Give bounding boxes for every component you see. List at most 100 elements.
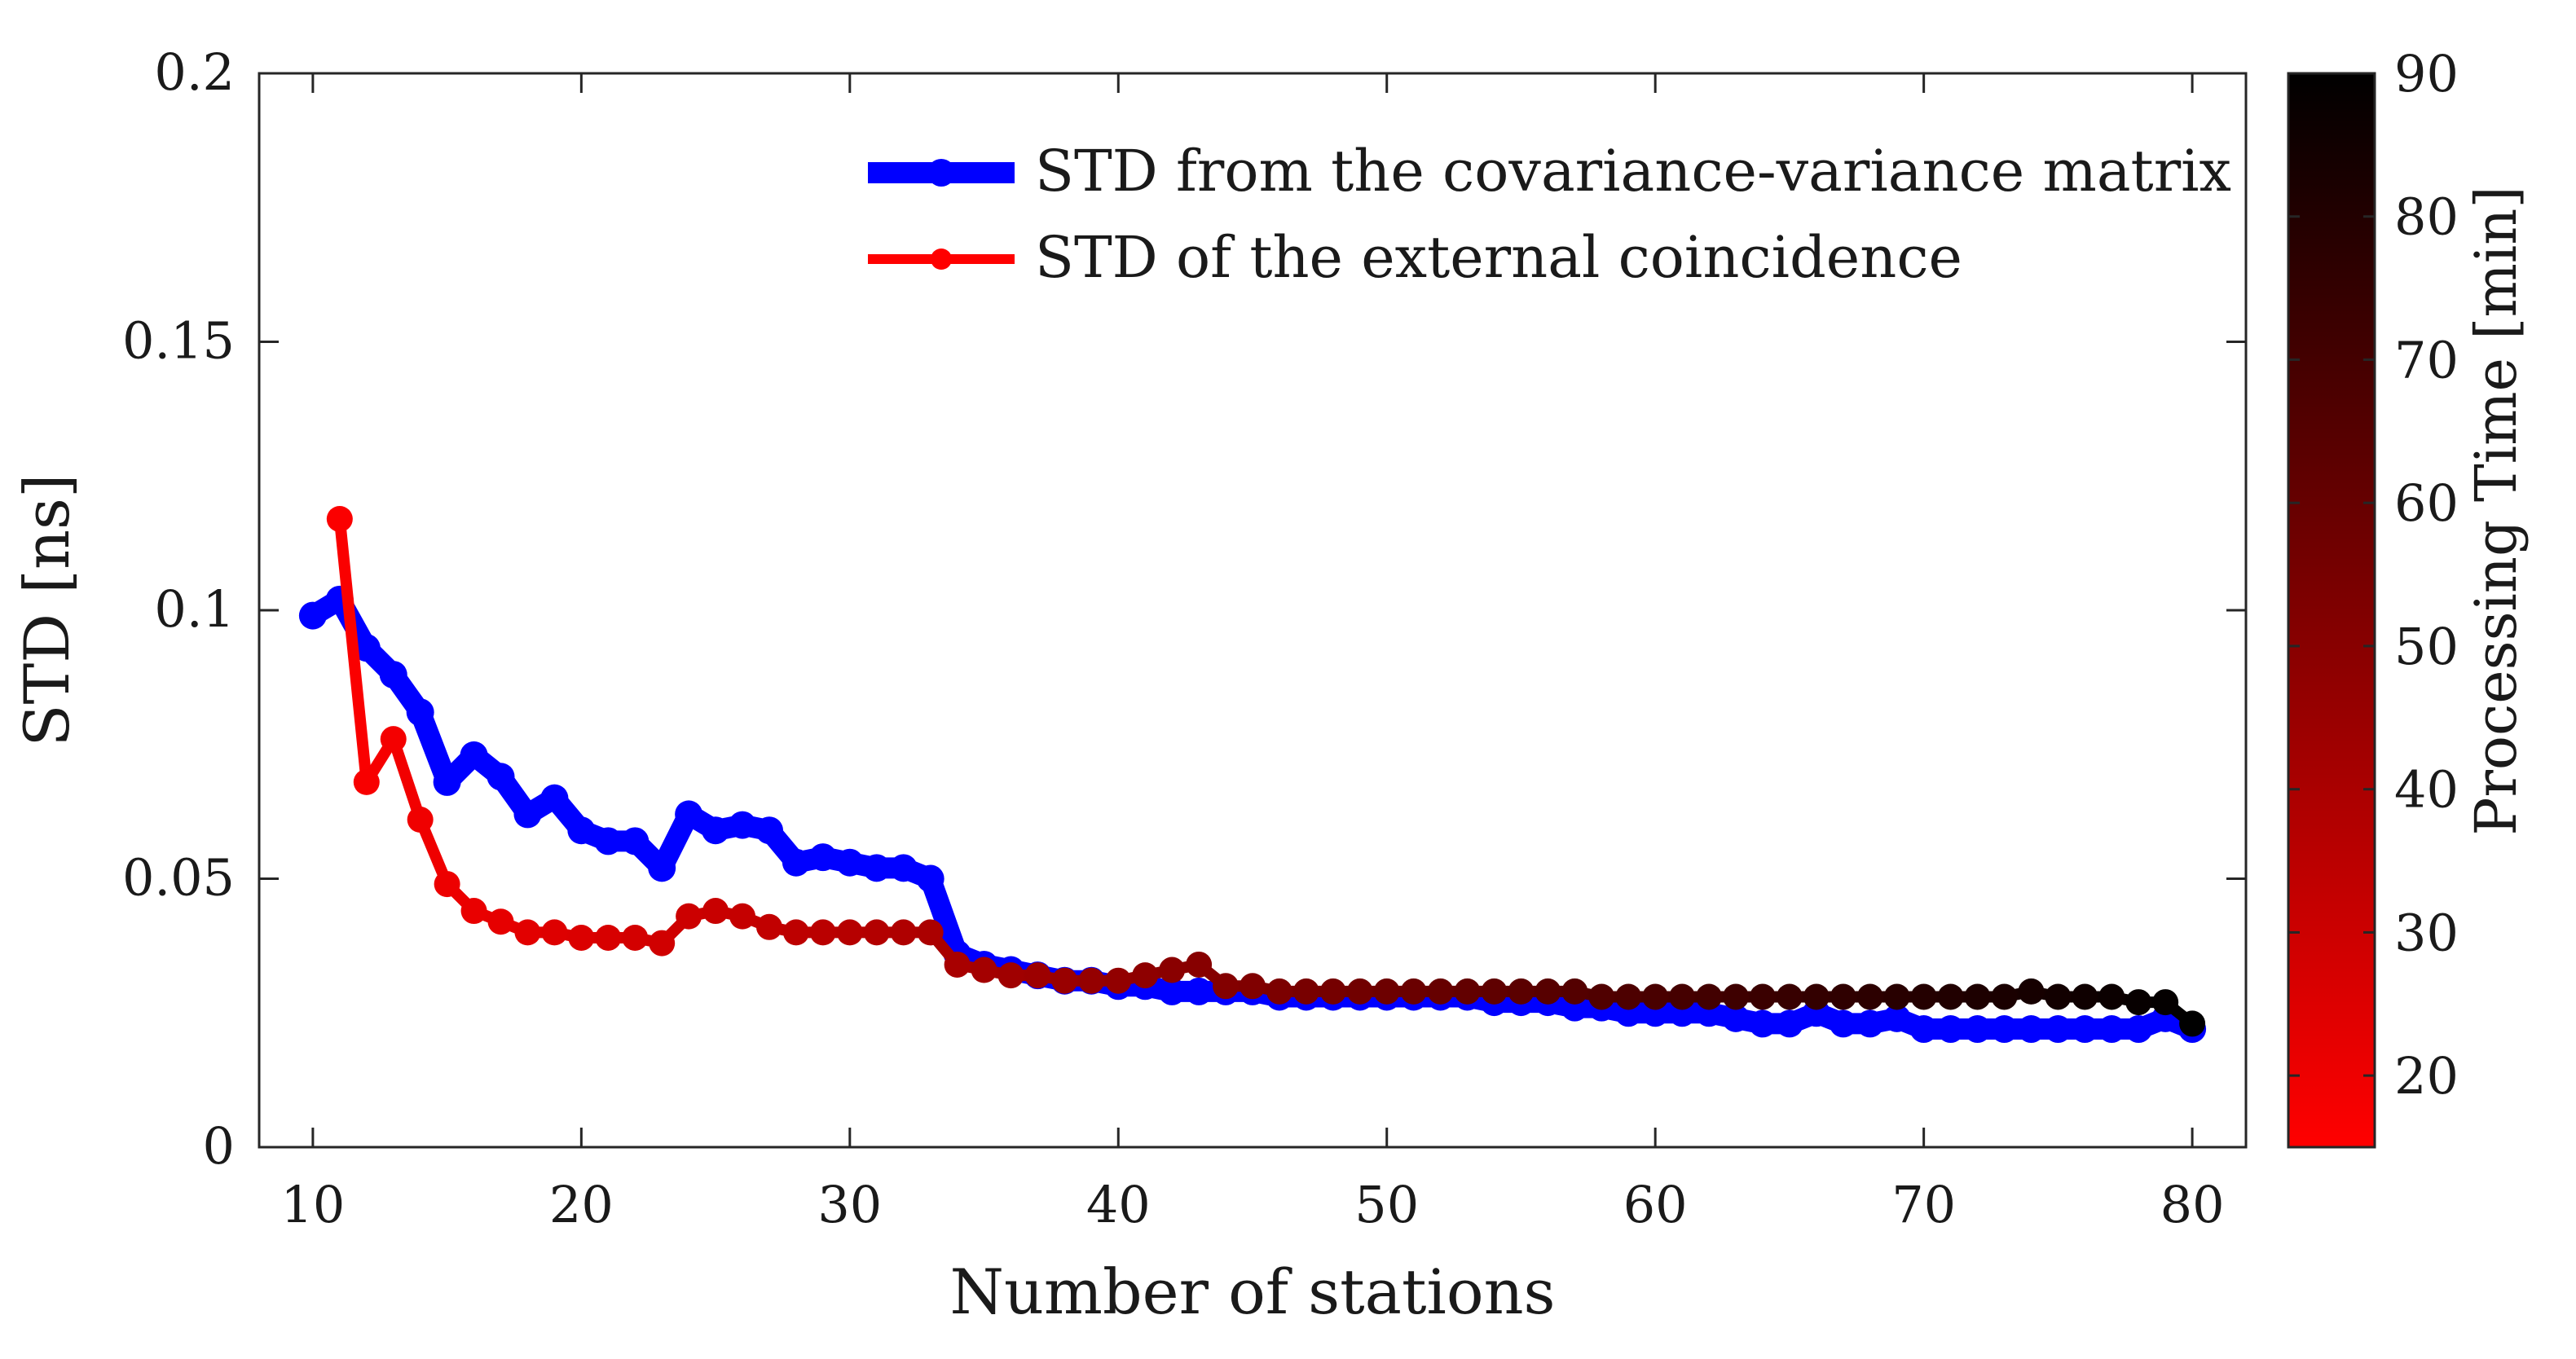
y-tick-label: 0.2 — [154, 42, 235, 102]
series-covariance-point — [433, 767, 461, 796]
x-tick-label: 40 — [1086, 1175, 1151, 1234]
series-external-point — [1213, 973, 1240, 1000]
series-covariance-point — [1856, 1009, 1884, 1038]
series-external — [326, 505, 2206, 1037]
series-external-point — [1400, 978, 1427, 1005]
series-covariance-point — [889, 854, 918, 882]
series-covariance-point — [567, 816, 596, 845]
series-external-point — [649, 930, 676, 957]
series-covariance-point — [648, 854, 676, 882]
series-external-point — [326, 505, 353, 532]
series-external-point — [514, 919, 541, 946]
y-tick-label: 0.05 — [122, 848, 235, 908]
x-tick-label: 80 — [2160, 1175, 2225, 1234]
legend-marker-covariance — [927, 159, 955, 187]
series-external-point — [1454, 978, 1481, 1005]
series-external-point — [1266, 978, 1292, 1005]
plot-background — [259, 73, 2246, 1147]
series-external-point — [917, 919, 944, 946]
series-external-point — [1292, 978, 1319, 1005]
series-external-point — [2072, 983, 2098, 1010]
series-covariance-point — [2044, 1015, 2072, 1044]
series-external-point — [1051, 967, 1078, 994]
series-external-point — [1078, 967, 1105, 994]
series-covariance-point — [2125, 1015, 2153, 1044]
series-external-point — [1749, 983, 1776, 1010]
series-covariance-point — [862, 854, 891, 882]
series-external-point — [1856, 983, 1883, 1010]
colorbar-label: Processing Time [min] — [2463, 186, 2530, 835]
series-external-point — [541, 919, 568, 946]
series-external-point — [353, 768, 380, 795]
series-external-point — [755, 913, 782, 940]
series-covariance-point — [298, 601, 327, 630]
series-external-point — [997, 962, 1024, 989]
series-external-point — [1373, 978, 1400, 1005]
series-external-point — [836, 919, 863, 946]
series-external-point — [890, 919, 917, 946]
series-external-point — [676, 903, 702, 930]
series-external-segment — [333, 512, 372, 788]
series-external-point — [729, 903, 756, 930]
series-covariance-point — [916, 864, 945, 893]
y-tick-label: 0.15 — [122, 311, 235, 371]
colorbar-tick-label: 50 — [2394, 617, 2459, 676]
x-tick-label: 60 — [1623, 1175, 1688, 1234]
colorbar-tick-label: 70 — [2394, 330, 2459, 389]
series-external-point — [1346, 978, 1373, 1005]
colorbar-ticks: 20 30 40 50 60 70 80 90 — [2288, 44, 2459, 1106]
x-tick-label: 30 — [817, 1175, 882, 1234]
series-external-point — [1561, 978, 1588, 1005]
series-covariance-point — [1775, 1009, 1803, 1038]
series-covariance-point — [1936, 1015, 1965, 1044]
series-covariance-point — [675, 800, 703, 829]
series-external-point — [1991, 983, 2018, 1010]
colorbar-tick-label: 90 — [2394, 44, 2459, 103]
legend-marker-external — [931, 248, 952, 270]
series-external-point — [1883, 983, 1910, 1010]
series-external-point — [1669, 983, 1696, 1010]
series-external-point — [487, 908, 514, 935]
series-external-point — [1535, 978, 1561, 1005]
colorbar-tick-label: 60 — [2394, 473, 2459, 533]
series-covariance-point — [540, 784, 569, 812]
colorbar-tick-label: 80 — [2394, 187, 2459, 247]
colorbar-gradient — [2287, 72, 2376, 1149]
series-covariance-point — [594, 827, 623, 855]
series-covariance-point — [513, 800, 542, 829]
series-external-point — [622, 924, 649, 951]
x-tick-label: 10 — [280, 1175, 345, 1234]
series-covariance-point — [1909, 1015, 1938, 1044]
series-covariance-point — [406, 698, 434, 727]
series-covariance-point — [379, 661, 407, 689]
series-external-point — [1964, 983, 1991, 1010]
series-covariance-point — [460, 741, 488, 769]
legend-label-external: STD of the external coincidence — [1035, 224, 1962, 291]
series-covariance-point — [2098, 1015, 2126, 1044]
series-external-point — [2045, 983, 2072, 1010]
series-external-point — [944, 951, 971, 978]
series-external-point — [568, 924, 595, 951]
x-tick-label: 70 — [1891, 1175, 1956, 1234]
series-external-point — [407, 807, 434, 833]
y-tick-label: 0 — [203, 1116, 235, 1176]
series-external-point — [1105, 967, 1132, 994]
series-external-point — [1240, 973, 1266, 1000]
series-covariance-point — [782, 848, 810, 877]
series-covariance-point — [2017, 1015, 2045, 1044]
series-covariance-point — [1722, 1004, 1750, 1032]
series-covariance-point — [808, 843, 837, 872]
series-covariance-point — [729, 811, 757, 839]
series-external-point — [2098, 983, 2125, 1010]
series-external-point — [2152, 989, 2179, 1016]
series-covariance-point — [1990, 1015, 2019, 1044]
series-external-point — [1132, 962, 1159, 989]
series-covariance-point — [1185, 977, 1213, 1005]
series-external-point — [595, 924, 622, 951]
series-external-point — [1723, 983, 1750, 1010]
series-external-point — [1508, 978, 1535, 1005]
series-external-point — [971, 957, 997, 983]
series-external-point — [1910, 983, 1937, 1010]
series-covariance-point — [702, 816, 730, 845]
